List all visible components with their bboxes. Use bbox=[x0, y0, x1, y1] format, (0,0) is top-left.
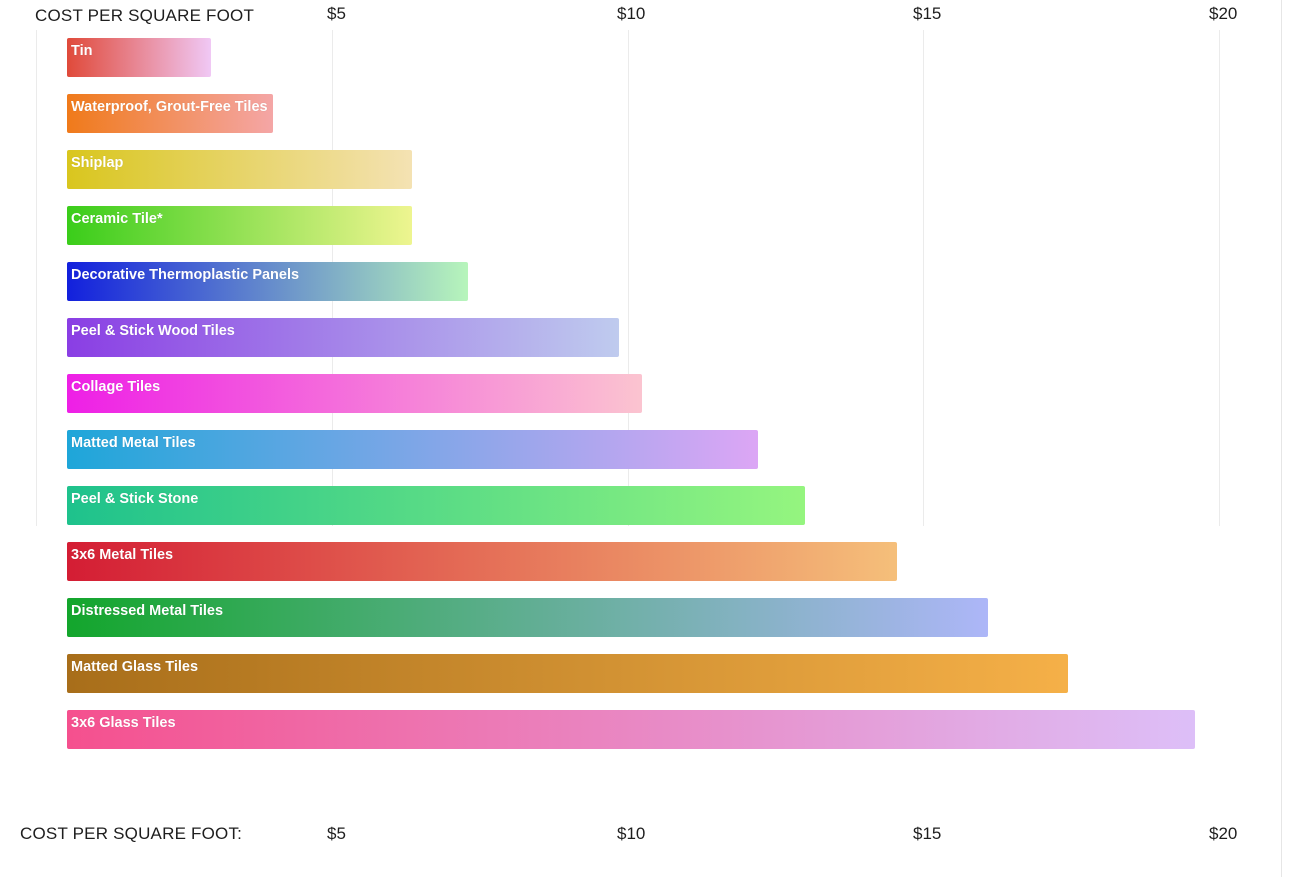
tick-label-bottom-15: $15 bbox=[913, 824, 942, 843]
bar-label: 3x6 Glass Tiles bbox=[71, 715, 176, 731]
bar-shiplap bbox=[67, 150, 412, 189]
bar-distressed-metal-tiles bbox=[67, 598, 988, 637]
bar-label: Collage Tiles bbox=[71, 379, 161, 395]
bar-tin bbox=[67, 38, 211, 77]
bar-waterproof-grout-free-tiles bbox=[67, 94, 273, 133]
gridline-10 bbox=[628, 30, 629, 526]
tick-label-top-10: $10 bbox=[617, 4, 646, 23]
tick-label-top-20: $20 bbox=[1209, 4, 1238, 23]
tick-label-bottom-10: $10 bbox=[617, 824, 646, 843]
tick-label-bottom-20: $20 bbox=[1209, 824, 1238, 843]
top-axis-title: COST PER SQUARE FOOT bbox=[35, 6, 255, 25]
bar-label: Shiplap bbox=[71, 155, 124, 171]
bar-ceramic-tile bbox=[67, 206, 412, 245]
left-axis-rule bbox=[36, 30, 37, 526]
bottom-axis-title: COST PER SQUARE FOOT: bbox=[20, 824, 243, 843]
tick-label-top-5: $5 bbox=[327, 4, 346, 23]
bar-label: 3x6 Metal Tiles bbox=[71, 547, 174, 563]
tick-label-top-15: $15 bbox=[913, 4, 942, 23]
bar-label: Peel & Stick Wood Tiles bbox=[71, 323, 235, 339]
bar-label: Tin bbox=[71, 43, 93, 59]
bar-collage-tiles bbox=[67, 374, 642, 413]
bar-3x6-glass-tiles bbox=[67, 710, 1195, 749]
bar-matted-metal-tiles bbox=[67, 430, 758, 469]
bar-peel-stick-wood-tiles bbox=[67, 318, 619, 357]
bar-label: Matted Metal Tiles bbox=[71, 435, 196, 451]
bar-label: Decorative Thermoplastic Panels bbox=[71, 267, 300, 283]
bar-label: Peel & Stick Stone bbox=[71, 491, 199, 507]
bar-label: Ceramic Tile* bbox=[71, 211, 163, 227]
tick-label-bottom-5: $5 bbox=[327, 824, 346, 843]
bar-label: Distressed Metal Tiles bbox=[71, 603, 224, 619]
gridline-15 bbox=[923, 30, 924, 526]
bar-decorative-thermoplastic-panels bbox=[67, 262, 468, 301]
gridline-20 bbox=[1219, 30, 1220, 526]
bar-label: Waterproof, Grout-Free Tiles bbox=[71, 99, 268, 115]
bar-label: Matted Glass Tiles bbox=[71, 659, 199, 675]
bar-peel-stick-stone bbox=[67, 486, 805, 525]
bar-3x6-metal-tiles bbox=[67, 542, 897, 581]
page-border bbox=[1281, 0, 1282, 877]
bar-matted-glass-tiles bbox=[67, 654, 1068, 693]
